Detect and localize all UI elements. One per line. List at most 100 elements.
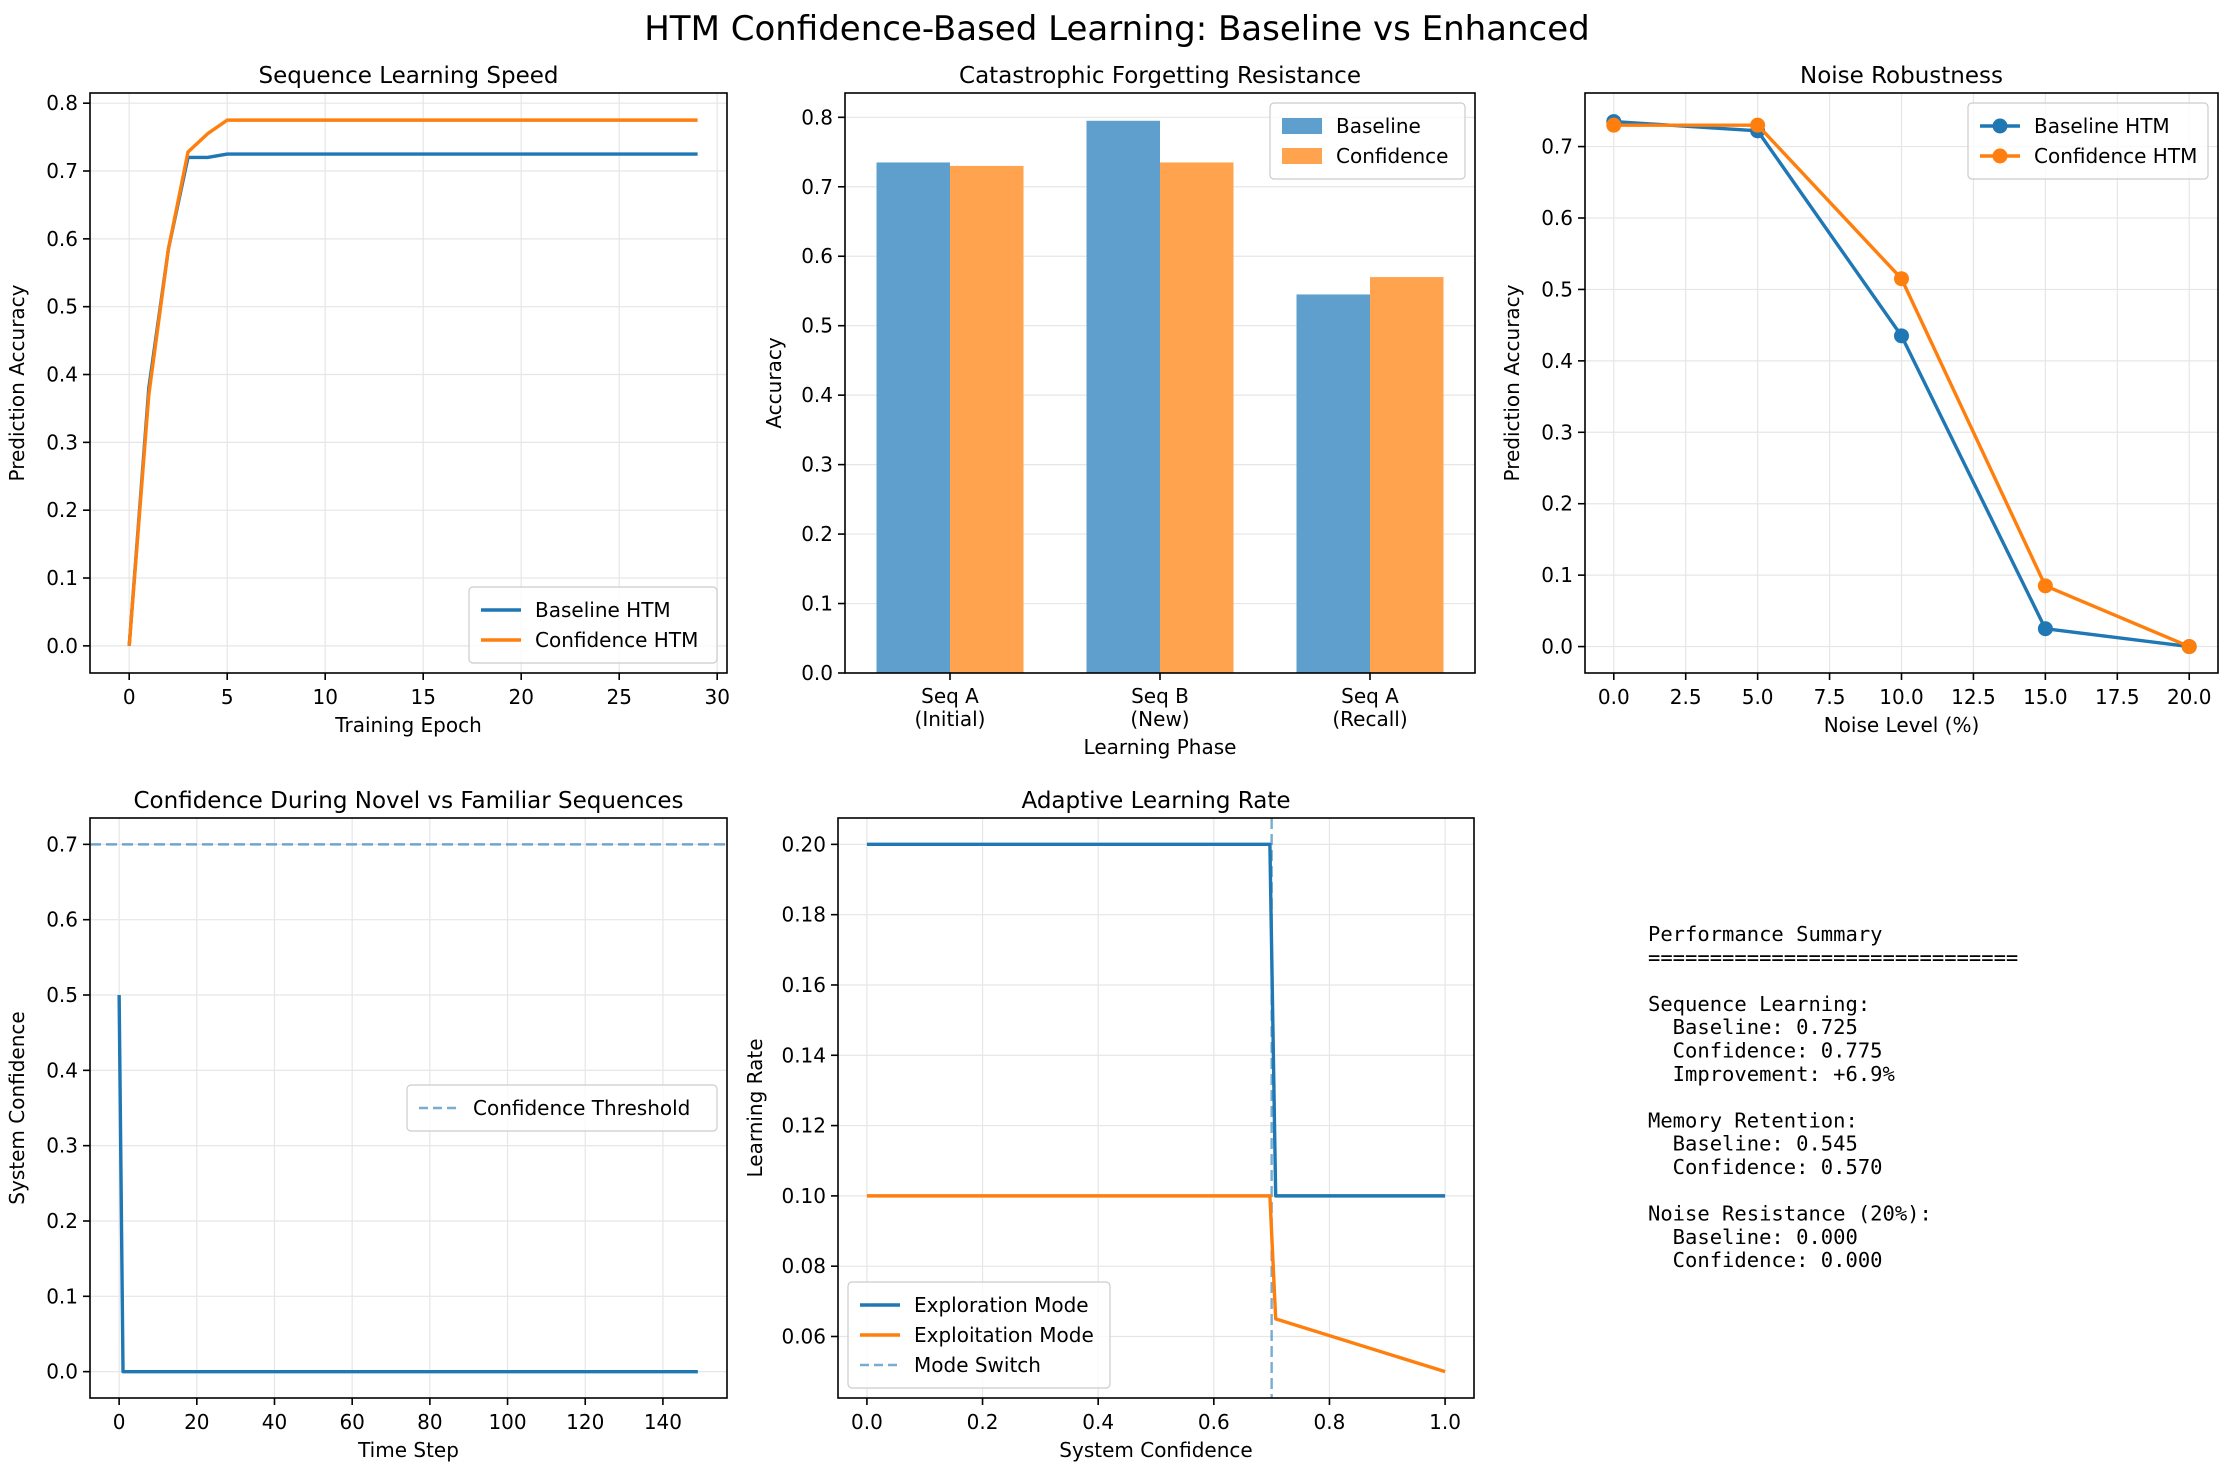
y-axis-label: Prediction Accuracy bbox=[1500, 284, 1524, 481]
x-tick-label: 0.6 bbox=[1198, 1410, 1230, 1434]
y-tick-label: 0.2 bbox=[1541, 492, 1573, 516]
x-tick-label: 40 bbox=[262, 1410, 287, 1434]
chart-title: Confidence During Novel vs Familiar Sequ… bbox=[134, 788, 684, 814]
plot-frame bbox=[89, 817, 728, 1399]
y-tick-label: 0.2 bbox=[801, 522, 833, 546]
y-tick-label: 0.6 bbox=[46, 908, 78, 932]
y-tick-label: 0.7 bbox=[46, 159, 78, 183]
legend: Confidence Threshold bbox=[406, 1084, 718, 1132]
bar-confidence-2 bbox=[1370, 277, 1444, 673]
summary-line: Confidence: 0.775 bbox=[1648, 1039, 1883, 1063]
chart-title: Noise Robustness bbox=[1800, 63, 2003, 89]
legend-box bbox=[1967, 102, 2209, 180]
x-tick-label: 7.5 bbox=[1814, 685, 1846, 709]
y-tick-label: 0.1 bbox=[46, 566, 78, 590]
legend-label: Mode Switch bbox=[914, 1353, 1041, 1377]
y-tick-label: 0.6 bbox=[1541, 206, 1573, 230]
y-tick-label: 0.4 bbox=[46, 363, 78, 387]
y-tick-label: 0.3 bbox=[801, 453, 833, 477]
y-tick-label: 0.4 bbox=[1541, 349, 1573, 373]
x-axis-label: Learning Phase bbox=[1084, 735, 1237, 759]
x-axis-label: Noise Level (%) bbox=[1824, 713, 1980, 737]
x-tick-label: 20.0 bbox=[2167, 685, 2212, 709]
x-axis-label: Training Epoch bbox=[334, 713, 482, 737]
chart-learning_speed: 0.0 0.1 0.2 0.3 0.4 0.5 0.6 0.7 0.8 0 5 10 15 20 25 30 S… bbox=[5, 63, 730, 737]
chart-noise: 0.0 0.1 0.2 0.3 0.4 0.5 0.6 0.7 0.0 2.5 5.0 7.5 10.0… bbox=[1500, 63, 2219, 737]
category-label: Seq A bbox=[1341, 684, 1399, 708]
data-point bbox=[2037, 621, 2053, 637]
legend-box bbox=[406, 1084, 718, 1132]
legend-swatch bbox=[1282, 118, 1322, 134]
x-tick-label: 12.5 bbox=[1951, 685, 1996, 709]
category-label: (New) bbox=[1130, 707, 1189, 731]
data-point bbox=[1894, 271, 1909, 287]
summary-line: Confidence: 0.570 bbox=[1648, 1155, 1883, 1179]
category-label: Seq A bbox=[921, 684, 979, 708]
x-tick-label: 5 bbox=[221, 685, 234, 709]
y-tick-label: 0.8 bbox=[801, 105, 833, 129]
x-axis-label: System Confidence bbox=[1059, 1438, 1252, 1462]
x-tick-label: 1.0 bbox=[1429, 1410, 1461, 1434]
x-tick-label: 0.2 bbox=[967, 1410, 999, 1434]
x-tick-label: 15.0 bbox=[2023, 685, 2068, 709]
y-tick-label: 0.3 bbox=[1541, 420, 1573, 444]
y-tick-label: 0.7 bbox=[801, 175, 833, 199]
y-tick-label: 0.3 bbox=[46, 1134, 78, 1158]
y-tick-label: 0.0 bbox=[46, 1360, 78, 1384]
data-point bbox=[2181, 639, 2197, 655]
x-tick-label: 0.8 bbox=[1314, 1410, 1346, 1434]
y-tick-label: 0.0 bbox=[46, 634, 78, 658]
chart-title: Adaptive Learning Rate bbox=[1021, 788, 1290, 814]
x-tick-label: 25 bbox=[606, 685, 631, 709]
y-tick-label: 0.1 bbox=[801, 592, 833, 616]
category-label: (Initial) bbox=[915, 707, 986, 731]
y-tick-label: 0.2 bbox=[46, 1209, 78, 1233]
data-point bbox=[1750, 117, 1766, 133]
legend-label: Baseline HTM bbox=[2034, 114, 2170, 138]
series-line-1 bbox=[866, 1194, 1446, 1374]
x-tick-label: 60 bbox=[339, 1410, 364, 1434]
y-tick-label: 0.7 bbox=[46, 832, 78, 856]
x-tick-label: 100 bbox=[488, 1410, 526, 1434]
y-tick-label: 0.1 bbox=[46, 1284, 78, 1308]
bar-baseline-0 bbox=[876, 162, 950, 674]
legend: Baseline HTM Confidence HTM bbox=[468, 586, 718, 664]
legend-swatch bbox=[1282, 148, 1322, 164]
y-tick-label: 0.12 bbox=[781, 1114, 826, 1138]
data-point bbox=[1606, 117, 1622, 133]
x-tick-label: 10.0 bbox=[1879, 685, 1924, 709]
summary-line: Improvement: +6.9% bbox=[1648, 1062, 1895, 1086]
x-tick-label: 120 bbox=[566, 1410, 604, 1434]
x-axis-label: Time Step bbox=[357, 1438, 459, 1462]
data-point bbox=[2037, 578, 2053, 594]
y-tick-label: 0.4 bbox=[46, 1058, 78, 1082]
x-tick-label: 0 bbox=[113, 1410, 126, 1434]
summary-line: Performance Summary bbox=[1648, 922, 1883, 946]
y-axis-label: System Confidence bbox=[5, 1011, 29, 1204]
summary-line: Baseline: 0.545 bbox=[1648, 1132, 1858, 1156]
x-tick-label: 0.0 bbox=[1598, 685, 1630, 709]
summary-line: Baseline: 0.725 bbox=[1648, 1015, 1858, 1039]
bar-baseline-2 bbox=[1296, 294, 1370, 673]
y-tick-label: 0.20 bbox=[781, 832, 826, 856]
y-axis-label: Accuracy bbox=[762, 337, 786, 428]
summary-line: Sequence Learning: bbox=[1648, 992, 1870, 1016]
legend-label: Baseline bbox=[1336, 114, 1421, 138]
legend-box bbox=[847, 1281, 1111, 1389]
summary-line: Baseline: 0.000 bbox=[1648, 1225, 1858, 1249]
figure-title: HTM Confidence-Based Learning: Baseline … bbox=[644, 9, 1590, 49]
y-tick-label: 0.3 bbox=[46, 430, 78, 454]
series-line-0 bbox=[117, 994, 698, 1374]
legend-label: Baseline HTM bbox=[535, 598, 671, 622]
y-tick-label: 0.10 bbox=[781, 1184, 826, 1208]
y-tick-label: 0.16 bbox=[781, 973, 826, 997]
summary-line: Memory Retention: bbox=[1648, 1108, 1858, 1132]
x-tick-label: 15 bbox=[410, 685, 435, 709]
y-tick-label: 0.6 bbox=[801, 244, 833, 268]
x-tick-label: 2.5 bbox=[1670, 685, 1702, 709]
legend-label: Confidence HTM bbox=[535, 628, 698, 652]
category-label: (Recall) bbox=[1332, 707, 1407, 731]
x-tick-label: 0.0 bbox=[851, 1410, 883, 1434]
chart-confidence: 0.0 0.1 0.2 0.3 0.4 0.5 0.6 0.7 0 20 40 60 80 100 120 1… bbox=[5, 788, 728, 1462]
y-tick-label: 0.06 bbox=[781, 1324, 826, 1348]
